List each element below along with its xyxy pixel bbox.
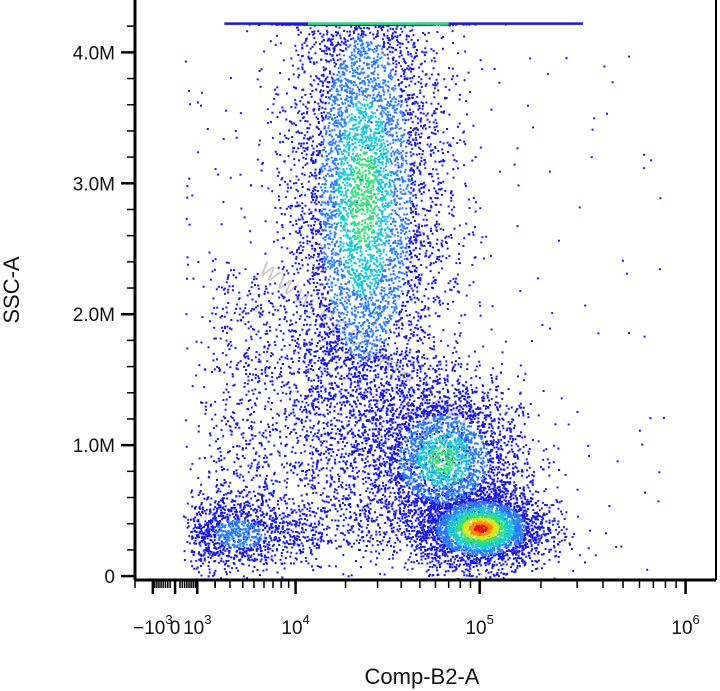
density-level-2 — [336, 98, 515, 550]
events-layer — [182, 22, 665, 581]
y-tick-label: 1.0M — [73, 436, 115, 457]
x-tick-label: 104 — [281, 612, 309, 639]
y-tick-label: 4.0M — [73, 43, 115, 64]
x-tick-label: 0 — [170, 618, 181, 639]
x-tick-label: 106 — [671, 612, 699, 639]
x-tick-label: −103 — [133, 612, 172, 639]
density-level-6 — [473, 524, 488, 533]
y-tick-label: 3.0M — [73, 174, 115, 195]
x-tick-label: 103 — [183, 612, 211, 639]
y-tick-label: 2.0M — [73, 305, 115, 326]
x-tick-label: 105 — [465, 612, 493, 639]
density-level-5 — [468, 520, 494, 537]
y-tick-label: 0 — [104, 567, 115, 588]
density-level-1 — [215, 35, 526, 557]
density-level-3 — [349, 148, 507, 545]
y-axis-title: SSC-A — [0, 256, 24, 324]
x-axis-title: Comp-B2-A — [365, 664, 480, 689]
